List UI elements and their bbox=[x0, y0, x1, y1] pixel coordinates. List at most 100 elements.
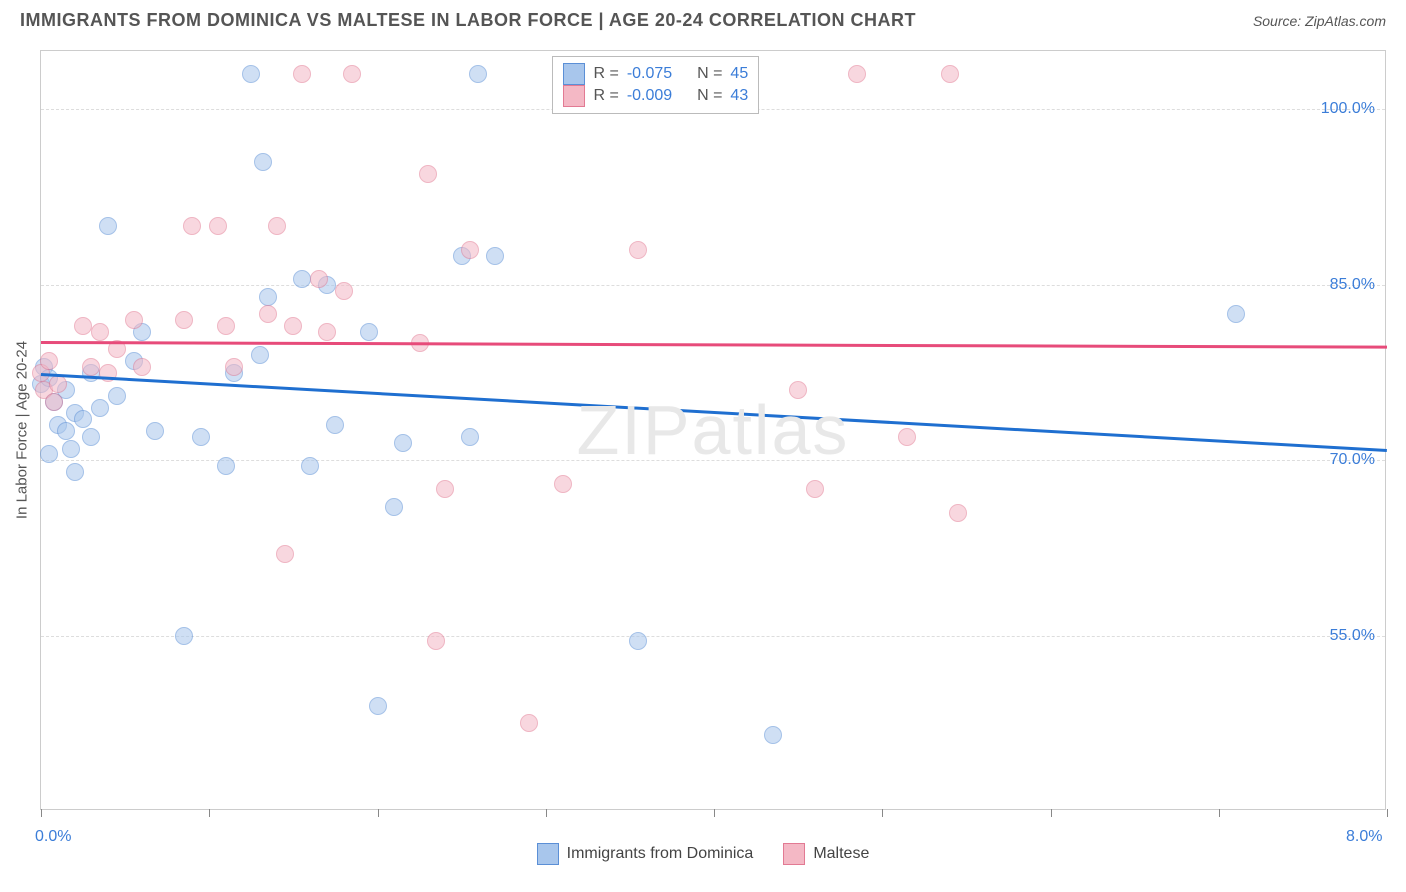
bottom-legend: Immigrants from Dominica Maltese bbox=[0, 824, 1406, 884]
stats-row: R = -0.009 N = 43 bbox=[563, 85, 748, 107]
y-axis-tick-label: 70.0% bbox=[1330, 451, 1375, 469]
data-point bbox=[62, 440, 80, 458]
data-point bbox=[108, 387, 126, 405]
stat-r-value: -0.075 bbox=[627, 65, 672, 83]
stats-row: R = -0.075 N = 45 bbox=[563, 63, 748, 85]
data-point bbox=[276, 545, 294, 563]
data-point bbox=[192, 428, 210, 446]
data-point bbox=[310, 270, 328, 288]
data-point bbox=[394, 434, 412, 452]
y-axis-tick-label: 100.0% bbox=[1321, 100, 1375, 118]
y-axis-title: In Labor Force | Age 20-24 bbox=[14, 341, 31, 519]
data-point bbox=[125, 311, 143, 329]
x-axis-tick bbox=[1051, 809, 1052, 817]
data-point bbox=[82, 428, 100, 446]
stat-n-label: N = bbox=[697, 65, 722, 83]
data-point bbox=[175, 311, 193, 329]
stat-n-label: N = bbox=[697, 87, 722, 105]
data-point bbox=[949, 504, 967, 522]
data-point bbox=[343, 65, 361, 83]
x-axis-tick bbox=[714, 809, 715, 817]
data-point bbox=[326, 416, 344, 434]
legend-swatch bbox=[783, 843, 805, 865]
data-point bbox=[301, 457, 319, 475]
data-point bbox=[217, 457, 235, 475]
data-point bbox=[469, 65, 487, 83]
legend-item: Immigrants from Dominica bbox=[537, 843, 754, 865]
data-point bbox=[789, 381, 807, 399]
data-point bbox=[82, 358, 100, 376]
data-point bbox=[57, 422, 75, 440]
x-axis-tick bbox=[546, 809, 547, 817]
data-point bbox=[254, 153, 272, 171]
data-point bbox=[369, 697, 387, 715]
data-point bbox=[898, 428, 916, 446]
data-point bbox=[284, 317, 302, 335]
gridline bbox=[41, 636, 1385, 637]
x-axis-tick bbox=[1387, 809, 1388, 817]
data-point bbox=[45, 393, 63, 411]
data-point bbox=[293, 270, 311, 288]
data-point bbox=[764, 726, 782, 744]
y-axis-tick-label: 85.0% bbox=[1330, 276, 1375, 294]
correlation-stats-box: R = -0.075 N = 45R = -0.009 N = 43 bbox=[552, 56, 759, 114]
data-point bbox=[40, 352, 58, 370]
data-point bbox=[335, 282, 353, 300]
data-point bbox=[40, 445, 58, 463]
data-point bbox=[268, 217, 286, 235]
data-point bbox=[629, 632, 647, 650]
gridline bbox=[41, 285, 1385, 286]
data-point bbox=[1227, 305, 1245, 323]
data-point bbox=[259, 305, 277, 323]
stat-n-value: 45 bbox=[730, 65, 748, 83]
data-point bbox=[293, 65, 311, 83]
data-point bbox=[242, 65, 260, 83]
data-point bbox=[360, 323, 378, 341]
data-point bbox=[91, 323, 109, 341]
data-point bbox=[66, 463, 84, 481]
data-point bbox=[385, 498, 403, 516]
trend-line bbox=[41, 341, 1387, 348]
data-point bbox=[520, 714, 538, 732]
stat-r-label: R = bbox=[593, 65, 618, 83]
data-point bbox=[49, 375, 67, 393]
data-point bbox=[217, 317, 235, 335]
data-point bbox=[554, 475, 572, 493]
data-point bbox=[419, 165, 437, 183]
stat-n-value: 43 bbox=[730, 87, 748, 105]
data-point bbox=[436, 480, 454, 498]
data-point bbox=[629, 241, 647, 259]
legend-label: Immigrants from Dominica bbox=[567, 845, 754, 863]
x-axis-tick bbox=[41, 809, 42, 817]
legend-swatch bbox=[537, 843, 559, 865]
data-point bbox=[486, 247, 504, 265]
stat-r-label: R = bbox=[593, 87, 618, 105]
data-point bbox=[146, 422, 164, 440]
data-point bbox=[209, 217, 227, 235]
data-point bbox=[427, 632, 445, 650]
legend-swatch bbox=[563, 63, 585, 85]
data-point bbox=[225, 358, 243, 376]
data-point bbox=[318, 323, 336, 341]
data-point bbox=[941, 65, 959, 83]
data-point bbox=[461, 428, 479, 446]
header: IMMIGRANTS FROM DOMINICA VS MALTESE IN L… bbox=[0, 0, 1406, 39]
legend-label: Maltese bbox=[813, 845, 869, 863]
data-point bbox=[251, 346, 269, 364]
data-point bbox=[99, 217, 117, 235]
data-point bbox=[183, 217, 201, 235]
data-point bbox=[74, 317, 92, 335]
x-axis-tick bbox=[378, 809, 379, 817]
stat-r-value: -0.009 bbox=[627, 87, 672, 105]
y-axis-tick-label: 55.0% bbox=[1330, 627, 1375, 645]
chart-plot-area: 55.0%70.0%85.0%100.0% ZIPatlas R = -0.07… bbox=[40, 50, 1386, 810]
legend-swatch bbox=[563, 85, 585, 107]
legend-item: Maltese bbox=[783, 843, 869, 865]
data-point bbox=[461, 241, 479, 259]
x-axis-tick bbox=[1219, 809, 1220, 817]
data-point bbox=[806, 480, 824, 498]
data-point bbox=[175, 627, 193, 645]
data-point bbox=[74, 410, 92, 428]
trend-line bbox=[41, 373, 1387, 451]
source-attribution: Source: ZipAtlas.com bbox=[1253, 13, 1386, 29]
